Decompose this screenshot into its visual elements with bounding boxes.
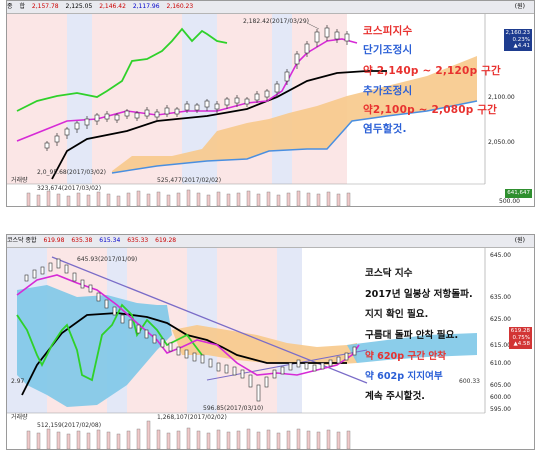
price-badge-change: ▲4.41 bbox=[513, 43, 530, 49]
axis-tick-2050: 2,050.00 bbox=[488, 139, 515, 146]
kosdaq-volume-peak: 1,268,107(2017/02/02) bbox=[157, 414, 227, 421]
kosdaq-comment-line4: 구름대 돌파 안착 필요. bbox=[365, 330, 459, 341]
high-annotation: 2,182.42(2017/03/29) bbox=[243, 18, 309, 25]
lagging-span-line bbox=[16, 27, 228, 112]
kosdaq-axis-tick-6: 605.00 bbox=[490, 382, 511, 389]
kosdaq-comment-line7: 계속 주시할것. bbox=[365, 391, 425, 402]
kosdaq-header-value-3: 615.34 bbox=[99, 237, 121, 244]
axis-tick-2100: 2,100.00 bbox=[488, 94, 515, 101]
kosdaq-volume-bars bbox=[26, 420, 351, 449]
kosdaq-volume-low: 512,159(2017/02/08) bbox=[37, 422, 101, 429]
kosdaq-side-value-left: 2.97 bbox=[11, 378, 25, 385]
kosdaq-comment-line3: 지지 확인 필요. bbox=[365, 309, 429, 320]
low-annotation: 2,0_95.68(2017/03/02) bbox=[37, 169, 106, 176]
kosdaq-volume-label: 거래량 bbox=[11, 413, 28, 421]
kosdaq-axis-tick-7: 600.00 bbox=[490, 394, 511, 401]
kosdaq-axis-tick-1: 645.00 bbox=[490, 252, 511, 259]
kospi-chart-panel[interactable]: 종 합 2,157.78 2,125.05 2,146.42 2,117.96 … bbox=[6, 0, 535, 207]
volume-bars bbox=[26, 189, 351, 206]
kosdaq-comment-line6: 약 602p 지지여부 bbox=[365, 371, 443, 382]
kosdaq-base-line bbox=[21, 312, 347, 396]
volume-badge-value: 641,647 bbox=[507, 190, 530, 196]
kospi-chart-header: 종 합 2,157.78 2,125.05 2,146.42 2,117.96 … bbox=[7, 1, 534, 14]
corner-label: (원) bbox=[514, 3, 525, 10]
tab-char-2[interactable]: 합 bbox=[19, 3, 25, 10]
kosdaq-price-badge-change: ▲4.58 bbox=[513, 341, 530, 347]
kosdaq-comment-line1: 코스닥 지수 bbox=[365, 268, 413, 279]
price-badge-value: 2,160.23 bbox=[505, 30, 531, 36]
kosdaq-corner-label: (원) bbox=[514, 237, 525, 244]
header-value-1: 2,157.78 bbox=[31, 3, 59, 10]
kosdaq-cloud-blue-right bbox=[347, 333, 477, 363]
kosdaq-price-badge: 619.28 0.75% ▲4.58 bbox=[508, 327, 532, 349]
kosdaq-axis-tick-5: 610.00 bbox=[490, 360, 511, 367]
volume-badge: 641,647 bbox=[505, 189, 532, 198]
kosdaq-high-annotation: 645.93(2017/01/09) bbox=[77, 256, 137, 263]
kospi-comment-line6: 염두할것. bbox=[363, 123, 407, 135]
kospi-comment-line3: 약 2,140p ~ 2,120p 구간 bbox=[363, 65, 501, 77]
kosdaq-header-value-5: 619.28 bbox=[155, 237, 177, 244]
volume-high-annotation: 323,674(2017/03/02) bbox=[37, 185, 101, 192]
header-value-5: 2,160.23 bbox=[166, 3, 194, 10]
kospi-comment-line2: 단기조정시 bbox=[363, 44, 413, 56]
header-value-3: 2,146.42 bbox=[99, 3, 126, 10]
kospi-comment-line5: 약2,100p ~ 2,080p 구간 bbox=[363, 104, 498, 116]
header-value-2: 2,125.05 bbox=[65, 3, 93, 10]
kosdaq-low-annotation: 596.85(2017/03/10) bbox=[203, 405, 263, 412]
kosdaq-axis-tick-3: 625.00 bbox=[490, 316, 511, 323]
kosdaq-title[interactable]: 코스닥 종합 bbox=[7, 237, 37, 244]
candle-bodies bbox=[44, 27, 350, 149]
price-badge: 2,160.23 0.23% ▲4.41 bbox=[503, 29, 532, 51]
kosdaq-cloud-orange bbox=[172, 325, 357, 365]
kosdaq-chart-panel[interactable]: 코스닥 종합 619.98 635.38 615.34 635.33 619.2… bbox=[6, 234, 535, 450]
kosdaq-chart-canvas: 645.93(2017/01/09) 596.85(2017/03/10) 2.… bbox=[7, 248, 511, 449]
kosdaq-axis-tick-2: 635.00 bbox=[490, 294, 511, 301]
kospi-comment-line1: 코스피지수 bbox=[363, 25, 413, 37]
leading-span-line bbox=[111, 100, 478, 174]
kosdaq-price-badge-pct: 0.75% bbox=[512, 334, 530, 341]
kosdaq-header-value-4: 635.33 bbox=[127, 237, 149, 244]
kosdaq-axis-tick-4: 615.00 bbox=[490, 342, 511, 349]
tab-char-1[interactable]: 종 bbox=[7, 3, 13, 10]
volume-label: 거래량 bbox=[11, 176, 28, 184]
kosdaq-price-badge-value: 619.28 bbox=[510, 328, 530, 334]
kospi-chart-canvas: 2,182.42(2017/03/29) 2,0_95.68(2017/03/0… bbox=[7, 14, 520, 206]
kosdaq-comment-line2: 2017년 일봉상 저항돌파. bbox=[365, 289, 473, 300]
resistance-trendline bbox=[51, 256, 368, 384]
base-line bbox=[51, 70, 387, 180]
kosdaq-header-value-1: 619.98 bbox=[43, 237, 65, 244]
kosdaq-header-value-2: 635.38 bbox=[71, 237, 93, 244]
kospi-comment-line4: 추가조정시 bbox=[363, 85, 413, 97]
kosdaq-side-value: 600.33 bbox=[459, 378, 480, 385]
kosdaq-chart-header: 코스닥 종합 619.98 635.38 615.34 635.33 619.2… bbox=[7, 235, 534, 248]
kosdaq-axis-tick-8: 595.00 bbox=[490, 406, 511, 413]
ichimoku-cloud-orange bbox=[112, 56, 477, 173]
header-value-4: 2,117.96 bbox=[132, 3, 160, 10]
price-badge-pct: 0.23% bbox=[512, 36, 530, 43]
kosdaq-candles bbox=[24, 258, 357, 402]
volume-peak-annotation: 525,477(2017/02/02) bbox=[157, 177, 221, 184]
kosdaq-comment-line5: 약 620p 구간 안착 bbox=[365, 351, 447, 362]
volume-axis-tick: 500.00 bbox=[499, 198, 520, 205]
